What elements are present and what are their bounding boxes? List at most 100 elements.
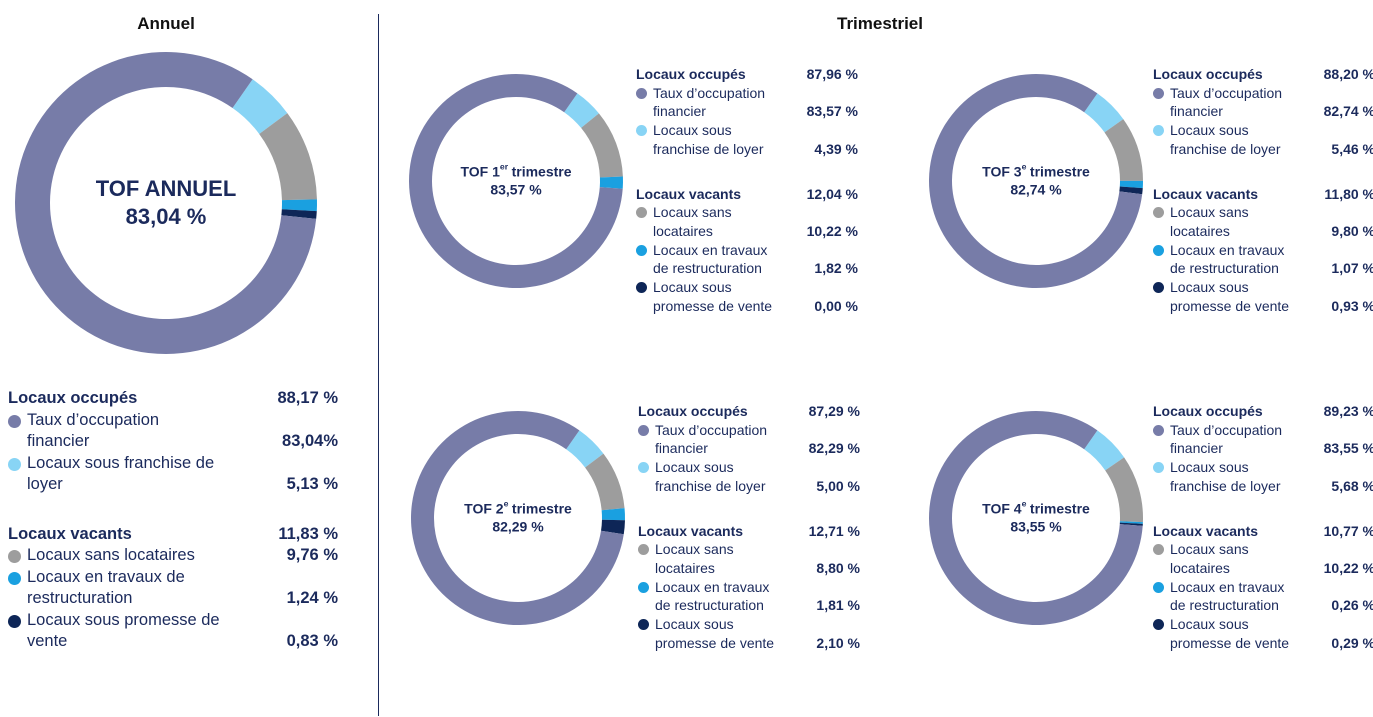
legend-label: Taux d’occupation financier [638,421,787,458]
donut-slice [1084,430,1125,471]
center-title-rest: trimestre [512,500,572,516]
legend-text: Locaux sous promesse de vente [27,610,220,651]
legend-value: 4,39 % [814,140,858,157]
legend-item: Taux d’occupation financier 83,57 % [636,84,858,121]
legend-text: Locaux sous franchise de loyer [27,453,215,494]
center-title: TOF 2e trimestre [464,499,572,516]
legend-dot [636,282,647,294]
legend-label: Locaux sous franchise de loyer [638,458,787,495]
legend-dot [1153,207,1164,219]
center-title-sup: e [1022,499,1027,509]
group-value: 11,83 % [278,524,338,543]
legend-label: Locaux sous promesse de vente [8,610,222,653]
legend-label: Locaux sous promesse de vente [1153,615,1302,652]
group-name: Locaux occupés [636,66,746,82]
group-value: 89,23 % [1323,403,1373,419]
legend-value: 0,29 % [1331,634,1373,651]
legend-label: Locaux en travaux de restructuration [636,241,785,278]
legend-dot [636,125,647,137]
center-title-sup: e [1022,162,1027,172]
legend-item: Locaux sous promesse de vente 0,00 % [636,278,858,315]
legend-item: Taux d’occupation financier 82,74 % [1153,84,1373,121]
legend-label: Locaux en travaux de restructuration [8,567,222,610]
legend-dot [1153,619,1164,631]
legend: Locaux occupés 87,96 % Taux d’occupation f… [636,65,858,315]
group-value: 88,17 % [277,389,338,407]
group-name: Locaux occupés [1153,403,1263,419]
legend: Locaux occupés 89,23 % Taux d’occupation f… [1153,402,1373,652]
legend-value: 1,81 % [816,597,860,614]
legend-dot [638,424,649,436]
donut-slice [1104,119,1143,181]
legend-item: Locaux sous promesse de vente 2,10 % [638,615,860,652]
legend-dot [8,457,21,471]
donut-slice [566,430,604,468]
legend-value: 5,00 % [816,477,860,494]
legend-text: Locaux sans locataires [653,204,732,239]
legend-value: 0,83 % [286,632,338,650]
legend-dot [638,619,649,631]
legend-item: Locaux en travaux de restructuration 1,82… [636,241,858,278]
legend-dot [1153,424,1164,436]
center-title-text: TOF 3 [982,163,1022,179]
legend-text: Taux d’occupation financier [1170,84,1283,120]
legend-item: Taux d’occupation financier 82,29 % [638,421,860,458]
legend-value: 0,93 % [1331,297,1373,314]
legend-text: Locaux sous promesse de vente [1170,279,1290,314]
group-name: Locaux occupés [1153,66,1263,82]
legend-group-header: Locaux occupés 88,20 % [1153,65,1373,84]
legend-label: Locaux sous promesse de vente [636,278,785,315]
group-value: 88,20 % [1323,66,1373,82]
legend-group-header: Locaux vacants 11,80 % [1153,185,1373,204]
donut-slice [281,209,317,219]
legend-item: Locaux sous franchise de loyer 5,46 % [1153,121,1373,158]
heading: Annuel [137,14,195,33]
center-title-sup: er [500,162,509,172]
group-name: Locaux vacants [636,185,742,202]
legend-group: Locaux vacants 10,77 % Locaux sans locatai… [1153,522,1373,653]
legend-label: Locaux sous promesse de vente [1153,278,1302,315]
legend-label: Locaux sous franchise de loyer [8,453,222,496]
legend-value: 10,22 % [806,222,858,239]
legend-dot [638,544,649,556]
group-name: Locaux occupés [8,389,138,407]
legend-label: Locaux sans locataires [1153,203,1302,240]
legend-value: 5,13 % [286,475,338,493]
legend-dot [1153,282,1164,294]
legend-text: Locaux sous promesse de vente [653,279,773,314]
legend-text: Locaux sans locataires [1170,204,1249,239]
donut-slice [1119,180,1143,189]
legend-value: 83,55 % [1323,440,1373,457]
legend-text: Taux d’occupation financier [653,84,766,120]
legend-dot [1153,544,1164,556]
legend-item: Locaux sans locataires 10,22 % [636,203,858,240]
legend-text: Locaux en travaux de restructuration [1170,578,1285,614]
center-title: TOF 3e trimestre [982,162,1090,179]
legend-label: Locaux sans locataires [638,540,787,577]
legend-item: Locaux sans locataires 9,80 % [1153,203,1373,240]
legend-item: Locaux sans locataires 10,22 % [1153,540,1373,577]
legend-item: Taux d’occupation financier 83,04% [8,410,338,453]
legend-item: Locaux en travaux de restructuration 1,81… [638,578,860,615]
legend-dot [638,462,649,474]
legend-group-header: Locaux vacants 11,83 % [8,524,338,546]
legend-group: Locaux occupés 87,29 % Taux d’occupation f… [638,402,860,496]
legend-text: Locaux sans locataires [27,546,195,564]
legend-item: Locaux sous franchise de loyer 5,00 % [638,458,860,495]
legend-label: Locaux sans locataires [636,203,785,240]
center-title-rest: trimestre [1030,163,1090,179]
center-title: TOF ANNUEL [96,176,237,201]
legend-text: Locaux sous promesse de vente [1170,616,1290,651]
center-title-text: TOF 1 [460,163,500,179]
legend-text: Locaux sous franchise de loyer [653,122,764,157]
legend-group: Locaux vacants 12,04 % Locaux sans locatai… [636,185,858,316]
legend-value: 8,80 % [816,559,860,576]
center-title-rest: trimestre [512,163,572,179]
legend-dot [1153,87,1164,99]
center-title-text: TOF 4 [982,500,1022,516]
group-value: 10,77 % [1323,522,1373,539]
legend-dot [8,614,21,628]
legend-group-header: Locaux vacants 12,71 % [638,522,860,541]
